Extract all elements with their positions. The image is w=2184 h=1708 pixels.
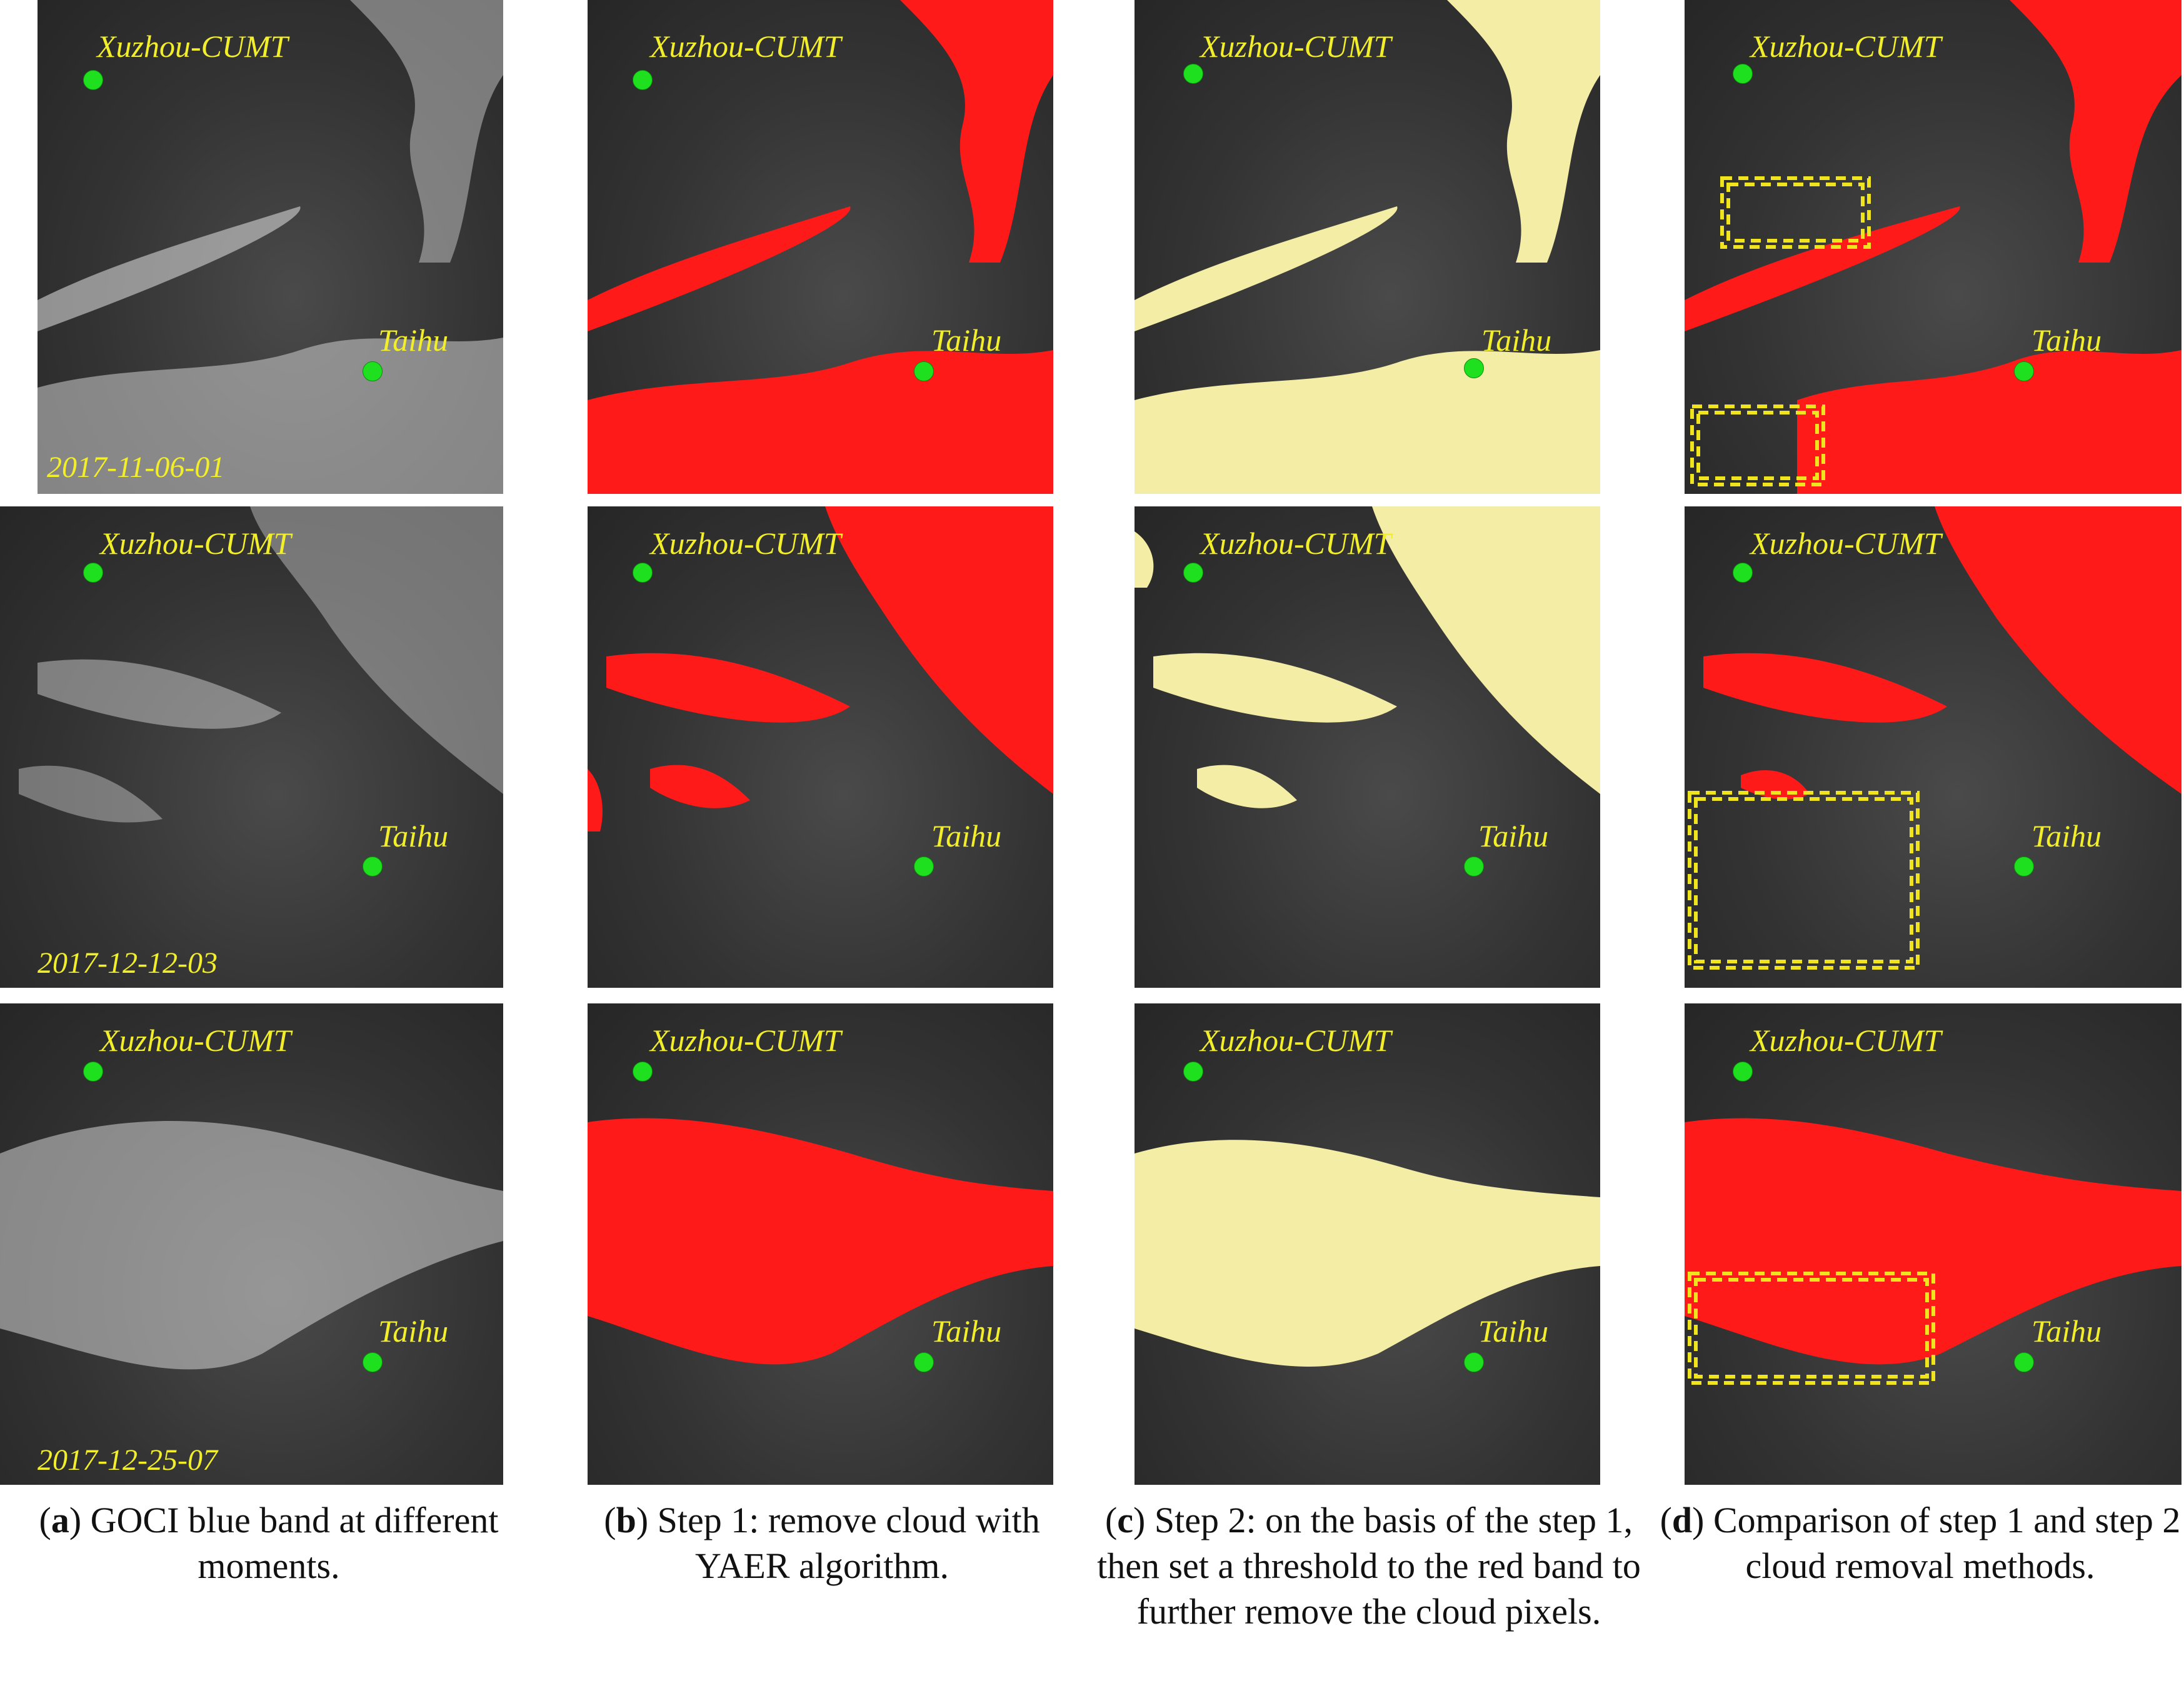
caption-text: ) Comparison of step 1 and step 2 cloud … [1692,1500,2181,1586]
site-marker-dot [1183,563,1203,583]
site-label-xuzhou: Xuzhou-CUMT [1750,1023,1941,1058]
site-marker-dot [1733,1062,1753,1082]
site-marker-dot [2014,857,2034,877]
site-marker-dot [363,1352,383,1372]
step2-mask-row2 [1135,506,1600,808]
comparison-mask-row3 [1685,1118,2181,1385]
cloud-texture-row3 [0,1120,503,1370]
step2-mask-row1 [1135,0,1600,494]
caption-text: ) Step 2: on the basis of the step 1, th… [1097,1500,1641,1632]
caption-a: (a) GOCI blue band at different moments. [39,1500,499,1586]
panel-a-row3 [0,1003,503,1485]
cloud-texture-row1 [38,0,503,494]
site-marker-dot [2014,1352,2034,1372]
panel-d-row1 [1685,0,2181,494]
date-label: 2017-12-25-07 [38,1444,218,1477]
caption-letter: d [1671,1500,1693,1540]
panel-b-row3 [588,1003,1053,1485]
site-label-taihu: Taihu [2031,1314,2102,1349]
step1-mask-row2 [588,506,1053,831]
comparison-mask-row1 [1685,0,2181,494]
date-label: 2017-11-06-01 [47,451,225,484]
date-label: 2017-12-12-03 [38,947,218,980]
site-label-taihu: Taihu [931,323,1002,358]
site-label-taihu: Taihu [2031,818,2102,853]
panel-d-row2 [1685,506,2181,988]
panel-b-row1 [588,0,1053,494]
site-marker-dot [83,1062,103,1082]
site-marker-dot [363,361,383,381]
site-marker-dot [83,70,103,90]
panel-c-row2 [1135,506,1600,988]
site-label-taihu: Taihu [378,818,449,853]
comparison-mask-row2 [1688,506,2181,970]
caption-letter: c [1117,1500,1134,1540]
panel-b-row2 [588,506,1053,988]
site-marker-dot [1464,857,1484,877]
step2-mask-row3 [1135,1140,1600,1367]
caption-c: (c) Step 2: on the basis of the step 1, … [1097,1500,1641,1632]
step1-mask-row3 [588,1118,1053,1365]
caption-b: (b) Step 1: remove cloud with YAER algor… [604,1500,1040,1586]
site-marker-dot [1464,1352,1484,1372]
caption-letter: b [616,1500,636,1540]
site-marker-dot [363,857,383,877]
site-marker-dot [914,857,934,877]
site-label-taihu: Taihu [1478,818,1549,853]
panel-c-row3 [1135,1003,1600,1485]
site-marker-dot [914,361,934,381]
site-marker-dot [633,70,653,90]
caption-text: ) Step 1: remove cloud with YAER algorit… [636,1500,1040,1586]
site-label-xuzhou: Xuzhou-CUMT [650,29,841,64]
site-marker-dot [2014,361,2034,381]
site-label-taihu: Taihu [1478,1314,1549,1349]
panel-c-row1 [1135,0,1600,494]
site-label-xuzhou: Xuzhou-CUMT [1200,1023,1391,1058]
panel-d-row3 [1685,1003,2181,1485]
site-label-xuzhou: Xuzhou-CUMT [1200,29,1391,64]
site-marker-dot [1464,358,1484,378]
site-marker-dot [1183,64,1203,84]
site-label-taihu: Taihu [931,1314,1002,1349]
site-label-xuzhou: Xuzhou-CUMT [650,526,841,561]
panel-a-row2 [0,506,503,988]
site-marker-dot [83,563,103,583]
site-label-taihu: Taihu [931,818,1002,853]
site-label-xuzhou: Xuzhou-CUMT [100,526,291,561]
site-label-xuzhou: Xuzhou-CUMT [1750,29,1941,64]
site-label-xuzhou: Xuzhou-CUMT [97,29,288,64]
site-label-taihu: Taihu [378,1314,449,1349]
panel-a-row1 [38,0,503,494]
site-label-xuzhou: Xuzhou-CUMT [100,1023,291,1058]
site-label-xuzhou: Xuzhou-CUMT [1200,526,1391,561]
comparison-box [1688,1272,1935,1385]
site-marker-dot [914,1352,934,1372]
site-marker-dot [633,1062,653,1082]
comparison-box [1688,791,1920,970]
site-marker-dot [1733,64,1753,84]
comparison-box [1690,404,1825,486]
site-label-xuzhou: Xuzhou-CUMT [1750,526,1941,561]
cloud-texture-row2 [19,506,503,823]
site-marker-dot [1183,1062,1203,1082]
site-label-taihu: Taihu [1481,323,1552,358]
site-label-taihu: Taihu [378,323,449,358]
site-marker-dot [633,563,653,583]
comparison-box [1720,176,1871,249]
caption-text: ) GOCI blue band at different moments. [69,1500,499,1586]
site-label-taihu: Taihu [2031,323,2102,358]
site-marker-dot [1733,563,1753,583]
caption-letter: a [51,1500,69,1540]
caption-d: (d) Comparison of step 1 and step 2 clou… [1660,1500,2181,1586]
step1-mask-row1 [588,0,1053,494]
site-label-xuzhou: Xuzhou-CUMT [650,1023,841,1058]
